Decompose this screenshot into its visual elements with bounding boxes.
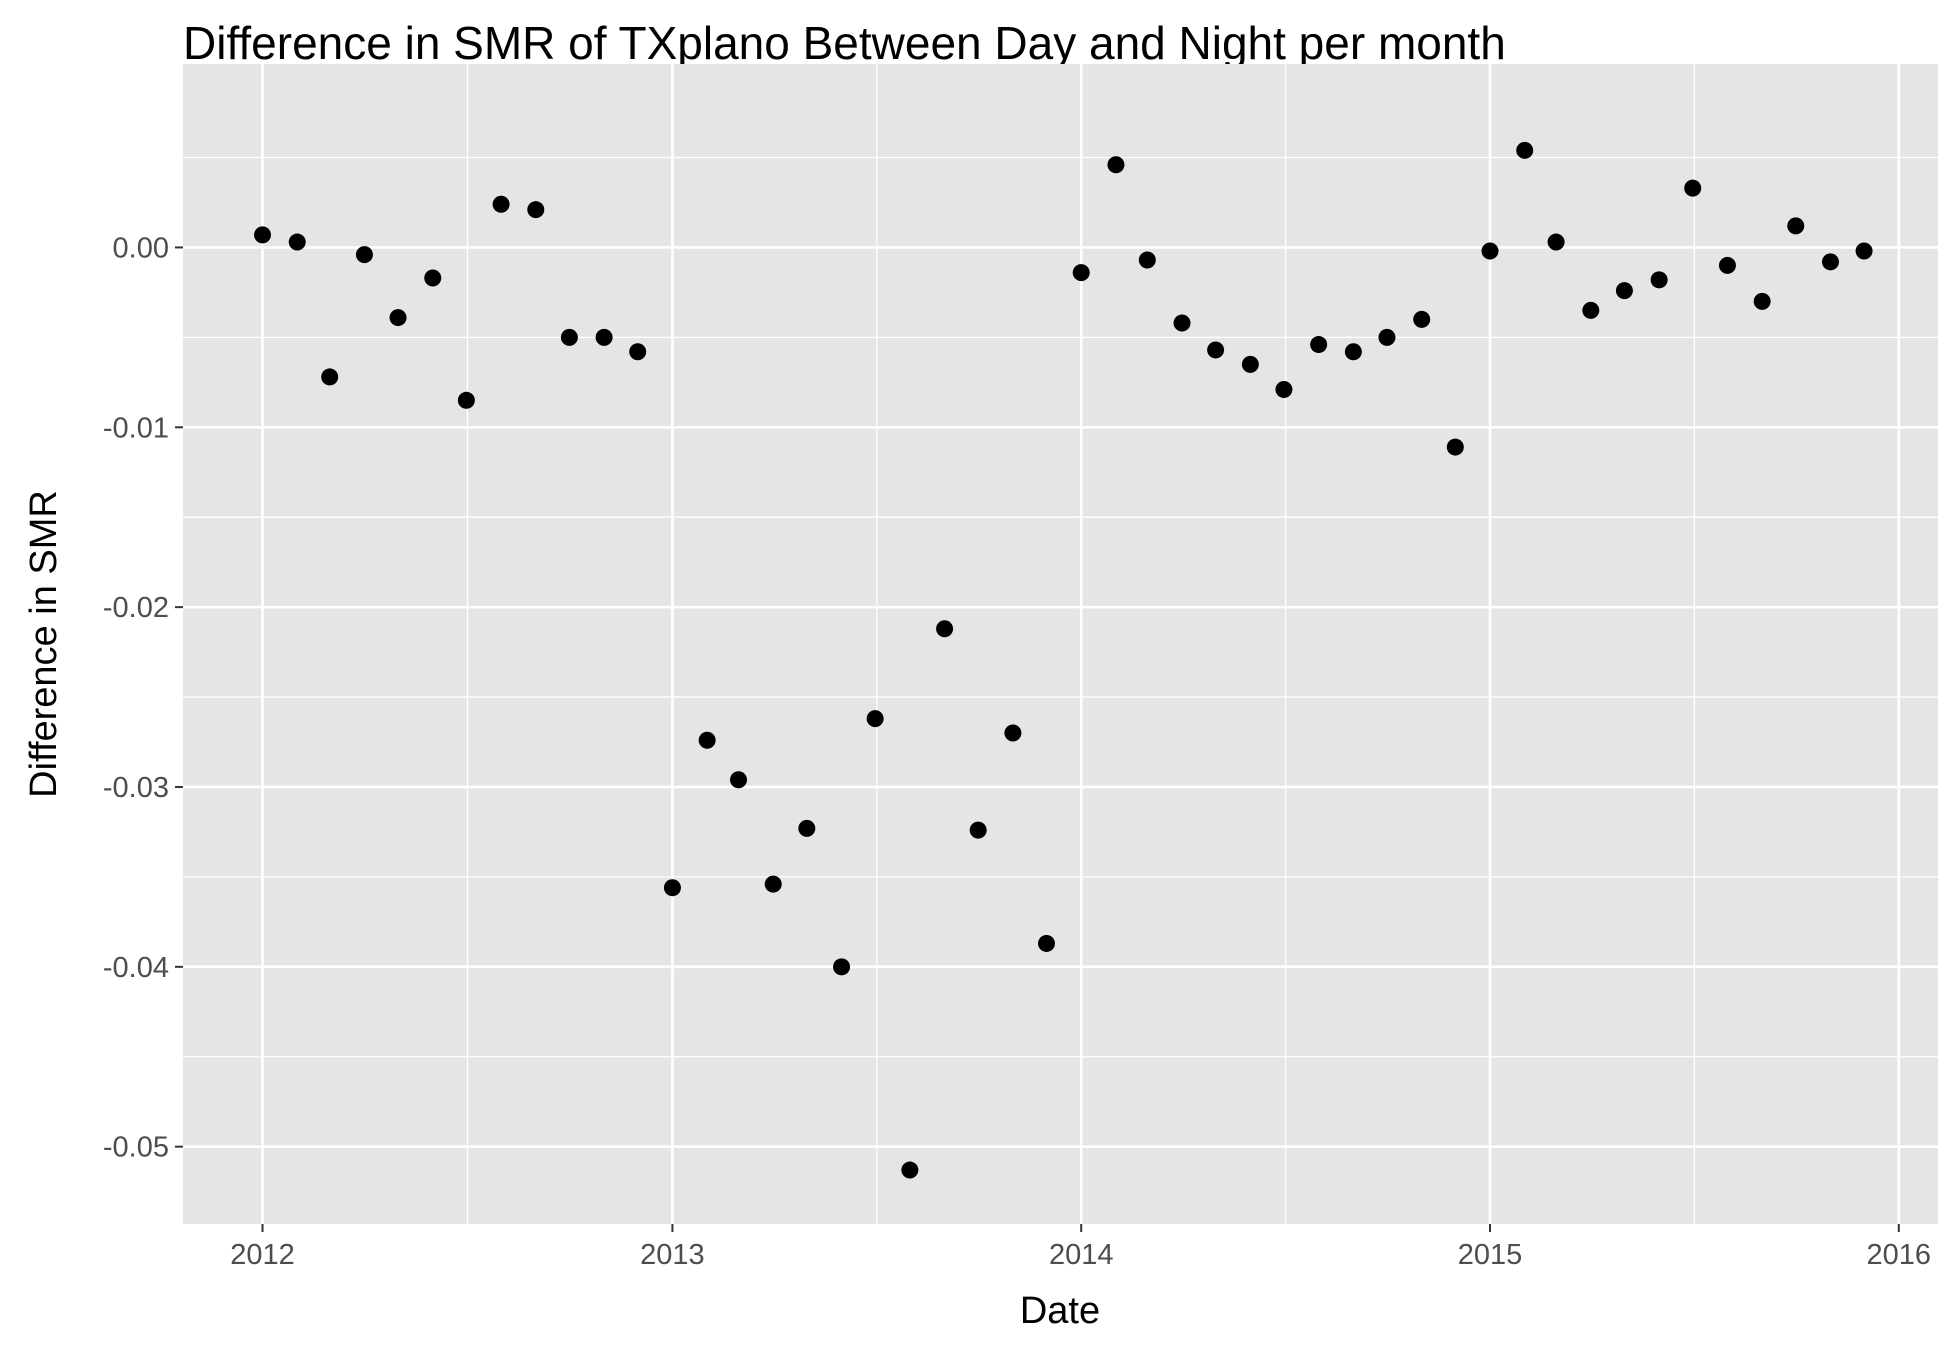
y-tick-label: -0.04 [103, 952, 169, 984]
data-point [321, 368, 339, 386]
x-tick-label: 2016 [1867, 1239, 1932, 1271]
data-point [901, 1161, 919, 1179]
data-point [1138, 251, 1156, 269]
data-point [1718, 256, 1736, 274]
x-tick-label: 2014 [1049, 1239, 1114, 1271]
data-point [1615, 282, 1633, 300]
major-gridlines [183, 64, 1938, 1224]
minor-gridlines [183, 64, 1938, 1224]
y-axis-ticks: 0.00 -0.01 -0.02 -0.03 -0.04 -0.05 [103, 232, 183, 1164]
plot-panel [183, 64, 1938, 1224]
data-point [1753, 292, 1771, 310]
data-point [1821, 253, 1839, 271]
data-point [1650, 271, 1668, 289]
data-point [698, 731, 716, 749]
data-point [1173, 314, 1191, 332]
data-point [629, 343, 647, 361]
data-point [288, 233, 306, 251]
y-tick-label: -0.01 [103, 412, 169, 444]
data-point [1344, 343, 1362, 361]
data-point [1481, 242, 1499, 260]
data-point [389, 309, 407, 327]
data-point [1038, 934, 1056, 952]
data-point [1547, 233, 1565, 251]
data-point [1241, 355, 1259, 373]
x-tick-label: 2013 [640, 1239, 705, 1271]
data-point [663, 879, 681, 897]
y-axis-title: Difference in SMR [23, 490, 65, 798]
x-tick-label: 2012 [230, 1239, 295, 1271]
x-tick-label: 2015 [1458, 1239, 1523, 1271]
chart-title: Difference in SMR of TXplano Between Day… [183, 17, 1506, 69]
y-tick-label: 0.00 [113, 232, 169, 264]
data-point [1107, 156, 1125, 174]
data-point [1004, 724, 1022, 742]
data-point [1207, 341, 1225, 359]
data-point [866, 710, 884, 728]
data-point [424, 269, 442, 287]
data-point [1516, 141, 1534, 159]
data-point [798, 819, 816, 837]
data-point [1275, 381, 1293, 399]
data-point [254, 226, 272, 244]
data-point [1072, 264, 1090, 282]
data-point [492, 195, 510, 213]
data-point [457, 391, 475, 409]
data-point [527, 201, 545, 219]
data-point [969, 821, 987, 839]
data-point [595, 328, 613, 346]
data-point [560, 328, 578, 346]
x-axis-ticks: 2012 2013 2014 2015 2016 [230, 1224, 1931, 1271]
y-tick-label: -0.05 [103, 1132, 169, 1164]
data-point [1787, 217, 1805, 235]
data-point [730, 771, 748, 789]
data-point [1378, 328, 1396, 346]
data-point [1684, 179, 1702, 197]
data-point [355, 246, 373, 264]
data-point [764, 875, 782, 893]
x-axis-title: Date [1020, 1290, 1100, 1332]
data-point [1582, 301, 1600, 319]
data-point [1413, 310, 1431, 328]
y-tick-label: -0.02 [103, 592, 169, 624]
data-point [1446, 438, 1464, 456]
data-points [254, 141, 1873, 1179]
data-point [833, 958, 851, 976]
y-tick-label: -0.03 [103, 772, 169, 804]
data-point [1310, 336, 1328, 354]
data-point [936, 620, 954, 638]
data-point [1855, 242, 1873, 260]
